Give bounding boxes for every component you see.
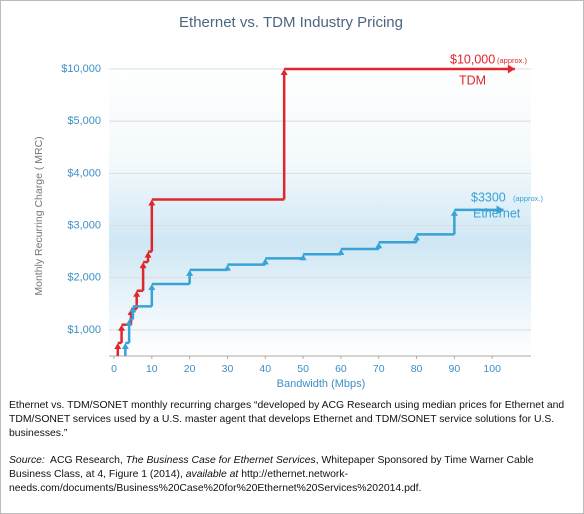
arrowhead — [139, 262, 147, 269]
x-tick-label: 10 — [146, 363, 158, 375]
x-tick-label: 90 — [449, 363, 461, 375]
x-tick-label: 60 — [335, 363, 347, 375]
annotation: (approx.) — [513, 194, 544, 203]
x-tick-label: 70 — [373, 363, 385, 375]
y-tick-label: $1,000 — [67, 324, 101, 336]
x-tick-label: 100 — [483, 363, 501, 375]
annotation: $3300 — [471, 190, 506, 204]
y-tick-label: $5,000 — [67, 115, 101, 127]
arrowhead — [261, 258, 269, 265]
arrowhead — [223, 264, 231, 271]
arrowhead — [133, 290, 141, 297]
chart: Ethernet vs. TDM Industry Pricing Monthl… — [33, 14, 544, 390]
series-label: Ethernet — [473, 206, 521, 220]
y-tick-label: $3,000 — [67, 219, 101, 231]
arrowhead — [118, 324, 126, 331]
source-part: ACG Research, — [44, 455, 126, 466]
annotation: $10,000 — [450, 52, 495, 66]
x-tick-label: 80 — [411, 363, 423, 375]
y-tick-label: $10,000 — [61, 63, 101, 75]
end-arrow — [507, 64, 515, 74]
annotation: (approx.) — [497, 56, 528, 65]
x-tick-label: 50 — [297, 363, 309, 375]
y-axis-label: Monthly Recurring Charge ( MRC) — [33, 136, 45, 295]
y-tick-label: $2,000 — [67, 272, 101, 284]
source-part: available at — [185, 469, 239, 480]
arrowhead — [114, 342, 122, 349]
source-text: Source: ACG Research, The Business Case … — [9, 454, 575, 496]
arrowhead — [450, 209, 458, 216]
series-label: TDM — [459, 73, 486, 87]
x-tick-label: 0 — [111, 363, 117, 375]
caption-text: Ethernet vs. TDM/SONET monthly recurring… — [9, 400, 565, 439]
arrowhead — [121, 342, 129, 349]
source-part: , Whitepaper Sponsored by Time Warner Ca… — [9, 455, 537, 480]
arrowhead — [144, 251, 152, 258]
x-axis-label: Bandwidth (Mbps) — [277, 378, 366, 390]
chart-title: Ethernet vs. TDM Industry Pricing — [179, 14, 403, 31]
end-arrow — [496, 205, 504, 215]
plot-background — [109, 59, 531, 356]
x-tick-label: 30 — [222, 363, 234, 375]
arrowhead — [129, 306, 137, 313]
arrowhead — [186, 269, 194, 276]
caption: Ethernet vs. TDM/SONET monthly recurring… — [9, 399, 575, 509]
arrowhead — [280, 69, 288, 75]
source-part: http://ethernet.network-needs.com/docume… — [9, 469, 422, 494]
arrowhead — [125, 319, 133, 326]
y-tick-label: $4,000 — [67, 167, 101, 179]
arrowhead — [337, 249, 345, 256]
source-part: The Business Case for Ethernet Services — [125, 455, 316, 466]
arrowhead — [413, 234, 421, 241]
arrowhead — [375, 242, 383, 249]
arrowhead — [148, 283, 156, 290]
source-part: Source: — [9, 455, 45, 466]
x-tick-label: 20 — [184, 363, 196, 375]
arrowhead — [299, 254, 307, 261]
x-tick-label: 40 — [259, 363, 271, 375]
arrowhead — [148, 199, 156, 206]
